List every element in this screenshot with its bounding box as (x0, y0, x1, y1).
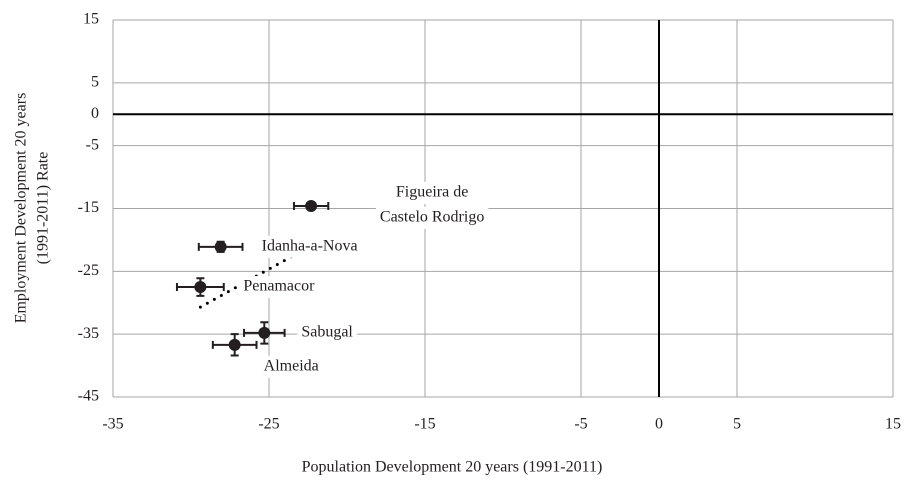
label-background (375, 206, 489, 229)
label-background (259, 355, 323, 378)
point (305, 199, 318, 212)
point-label: Idanha-a-Nova (262, 238, 358, 255)
x-tick-label: 5 (733, 416, 741, 433)
x-axis-title: Population Development 20 years (1991-20… (302, 459, 603, 476)
y-tick-label: 5 (91, 74, 99, 91)
x-tick-label: 0 (655, 416, 663, 433)
x-tick-label: -35 (102, 416, 123, 433)
point-label: Penamacor (243, 278, 315, 295)
label-background (239, 276, 319, 299)
point-label: Almeida (264, 358, 319, 375)
label-background (297, 321, 357, 344)
y-tick-label: -5 (86, 136, 99, 153)
label-background (391, 181, 473, 204)
y-tick-label: 0 (91, 105, 99, 122)
y-axis-title: (1991-2011) Rate (35, 152, 52, 265)
label-background (257, 235, 362, 258)
y-axis-title: Employment Development 20 years (13, 93, 30, 324)
point (258, 326, 271, 339)
point (228, 338, 241, 351)
point (194, 281, 207, 294)
point (214, 240, 227, 253)
x-tick-label: -15 (414, 416, 435, 433)
x-tick-label: -5 (574, 416, 587, 433)
y-tick-label: -15 (78, 199, 99, 216)
y-tick-label: -25 (78, 262, 99, 279)
y-tick-label: -35 (78, 325, 99, 342)
point-label: Castelo Rodrigo (380, 209, 484, 226)
y-tick-label: -45 (78, 388, 99, 405)
x-tick-label: -25 (258, 416, 279, 433)
x-tick-label: 15 (885, 416, 901, 433)
y-tick-label: 15 (83, 11, 99, 28)
point-label: Sabugal (301, 324, 353, 341)
point-label: Figueira de (396, 184, 468, 201)
